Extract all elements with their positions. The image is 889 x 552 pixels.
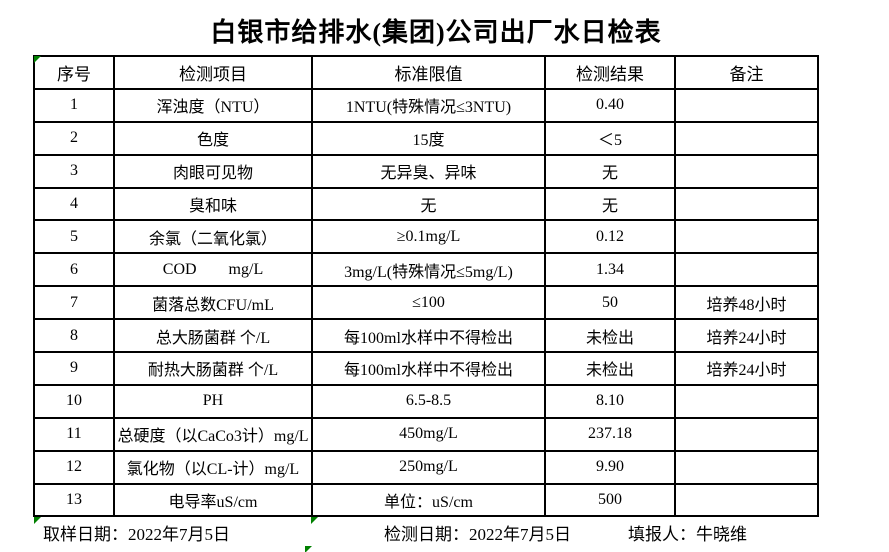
col-header-note: 备注 bbox=[674, 55, 819, 90]
cell-note bbox=[674, 186, 819, 222]
cell-note bbox=[674, 482, 819, 518]
cell-result: 500 bbox=[544, 482, 676, 518]
cell-result: ＜5 bbox=[544, 120, 676, 156]
cell-result: 0.40 bbox=[544, 87, 676, 123]
table-row: 10 PH 6.5-8.5 8.10 bbox=[33, 383, 819, 419]
cell-item: 耐热大肠菌群 个/L bbox=[113, 351, 313, 386]
cell-item: 浑浊度（NTU） bbox=[113, 87, 313, 123]
cell-note bbox=[674, 87, 819, 123]
col-header-result: 检测结果 bbox=[544, 55, 676, 90]
cell-limit: 每100ml水样中不得检出 bbox=[311, 351, 546, 386]
cell-item: 总硬度（以CaCo3计）mg/L bbox=[113, 416, 313, 452]
cell-no: 11 bbox=[33, 416, 115, 452]
cell-no: 9 bbox=[33, 351, 115, 386]
cell-no: 4 bbox=[33, 186, 115, 222]
cell-note bbox=[674, 383, 819, 419]
cell-note bbox=[674, 219, 819, 255]
cell-limit: 单位：uS/cm bbox=[311, 482, 546, 518]
daily-test-table: 序号 检测项目 标准限值 检测结果 备注 1 浑浊度（NTU） 1NTU(特殊情况≤… bbox=[33, 55, 819, 518]
cell-item: 菌落总数CFU/mL bbox=[113, 285, 313, 321]
testing-date-label: 检测日期：2022年7月5日 bbox=[384, 525, 571, 544]
cell-limit: 450mg/L bbox=[311, 416, 546, 452]
cell-item: 肉眼可见物 bbox=[113, 153, 313, 189]
table-row: 6 COD mg/L 3mg/L(特殊情况≤5mg/L) 1.34 bbox=[33, 252, 819, 288]
cell-note bbox=[674, 252, 819, 288]
cell-no: 8 bbox=[33, 318, 115, 354]
cell-no: 10 bbox=[33, 383, 115, 419]
cell-no: 3 bbox=[33, 153, 115, 189]
table-row: 13 电导率uS/cm 单位：uS/cm 500 bbox=[33, 482, 819, 518]
cell-result: 未检出 bbox=[544, 318, 676, 354]
cell-no: 7 bbox=[33, 285, 115, 321]
cell-no: 1 bbox=[33, 87, 115, 123]
sampling-date-label: 取样日期：2022年7月5日 bbox=[43, 525, 230, 544]
cell-item: 臭和味 bbox=[113, 186, 313, 222]
table-row: 5 余氯（二氧化氯） ≥0.1mg/L 0.12 bbox=[33, 219, 819, 255]
reporter-label: 填报人：牛晓维 bbox=[628, 525, 747, 544]
cell-item: 余氯（二氧化氯） bbox=[113, 219, 313, 255]
cell-limit: 无 bbox=[311, 186, 546, 222]
page-title: 白银市给排水(集团)公司出厂水日检表 bbox=[210, 18, 662, 47]
cell-indicator-icon bbox=[305, 546, 312, 552]
cell-note bbox=[674, 153, 819, 189]
cell-note: 培养24小时 bbox=[674, 351, 819, 386]
cell-item: COD mg/L bbox=[113, 252, 313, 288]
table-row: 12 氯化物（以CL-计）mg/L 250mg/L 9.90 bbox=[33, 449, 819, 485]
table-row: 4 臭和味无无 bbox=[33, 186, 819, 222]
col-header-no: 序号 bbox=[33, 55, 115, 90]
cell-limit: 每100ml水样中不得检出 bbox=[311, 318, 546, 354]
cell-limit: 1NTU(特殊情况≤3NTU) bbox=[311, 87, 546, 123]
cell-limit: ≤100 bbox=[311, 285, 546, 321]
table-row: 11 总硬度（以CaCo3计）mg/L 450mg/L 237.18 bbox=[33, 416, 819, 452]
cell-limit: 15度 bbox=[311, 120, 546, 156]
cell-indicator-icon bbox=[311, 517, 318, 524]
cell-result: 9.90 bbox=[544, 449, 676, 485]
cell-limit: 3mg/L(特殊情况≤5mg/L) bbox=[311, 252, 546, 288]
cell-item: PH bbox=[113, 383, 313, 419]
cell-item: 氯化物（以CL-计）mg/L bbox=[113, 449, 313, 485]
cell-limit: 6.5-8.5 bbox=[311, 383, 546, 419]
table-row: 7 菌落总数CFU/mL ≤100 50 培养48小时 bbox=[33, 285, 819, 321]
cell-no: 5 bbox=[33, 219, 115, 255]
cell-result: 50 bbox=[544, 285, 676, 321]
cell-note: 培养24小时 bbox=[674, 318, 819, 354]
cell-result: 未检出 bbox=[544, 351, 676, 386]
table-row: 1 浑浊度（NTU） 1NTU(特殊情况≤3NTU) 0.40 bbox=[33, 87, 819, 123]
cell-limit: 250mg/L bbox=[311, 449, 546, 485]
cell-note: 培养48小时 bbox=[674, 285, 819, 321]
col-header-item: 检测项目 bbox=[113, 55, 313, 90]
cell-result: 无 bbox=[544, 186, 676, 222]
table-row: 9 耐热大肠菌群 个/L 每100ml水样中不得检出 未检出 培养24小时 bbox=[33, 351, 819, 386]
cell-item: 电导率uS/cm bbox=[113, 482, 313, 518]
table-body: 1 浑浊度（NTU） 1NTU(特殊情况≤3NTU) 0.40 2 色度 15度 ＜5 3 肉眼可… bbox=[33, 87, 819, 518]
cell-result: 237.18 bbox=[544, 416, 676, 452]
cell-note bbox=[674, 449, 819, 485]
cell-indicator-icon bbox=[34, 517, 41, 524]
table-row: 3 肉眼可见物 无异臭、异味无 bbox=[33, 153, 819, 189]
col-header-limit: 标准限值 bbox=[311, 55, 546, 90]
cell-note bbox=[674, 120, 819, 156]
cell-no: 2 bbox=[33, 120, 115, 156]
table-row: 2 色度 15度 ＜5 bbox=[33, 120, 819, 156]
cell-note bbox=[674, 416, 819, 452]
cell-limit: ≥0.1mg/L bbox=[311, 219, 546, 255]
cell-no: 13 bbox=[33, 482, 115, 518]
cell-item: 色度 bbox=[113, 120, 313, 156]
cell-indicator-icon bbox=[34, 56, 41, 63]
table-row: 8 总大肠菌群 个/L 每100ml水样中不得检出 未检出 培养24小时 bbox=[33, 318, 819, 354]
table-header-row: 序号 检测项目 标准限值 检测结果 备注 bbox=[33, 55, 819, 90]
cell-result: 无 bbox=[544, 153, 676, 189]
cell-item: 总大肠菌群 个/L bbox=[113, 318, 313, 354]
cell-result: 0.12 bbox=[544, 219, 676, 255]
cell-no: 6 bbox=[33, 252, 115, 288]
cell-no: 12 bbox=[33, 449, 115, 485]
cell-result: 8.10 bbox=[544, 383, 676, 419]
cell-limit: 无异臭、异味 bbox=[311, 153, 546, 189]
cell-result: 1.34 bbox=[544, 252, 676, 288]
